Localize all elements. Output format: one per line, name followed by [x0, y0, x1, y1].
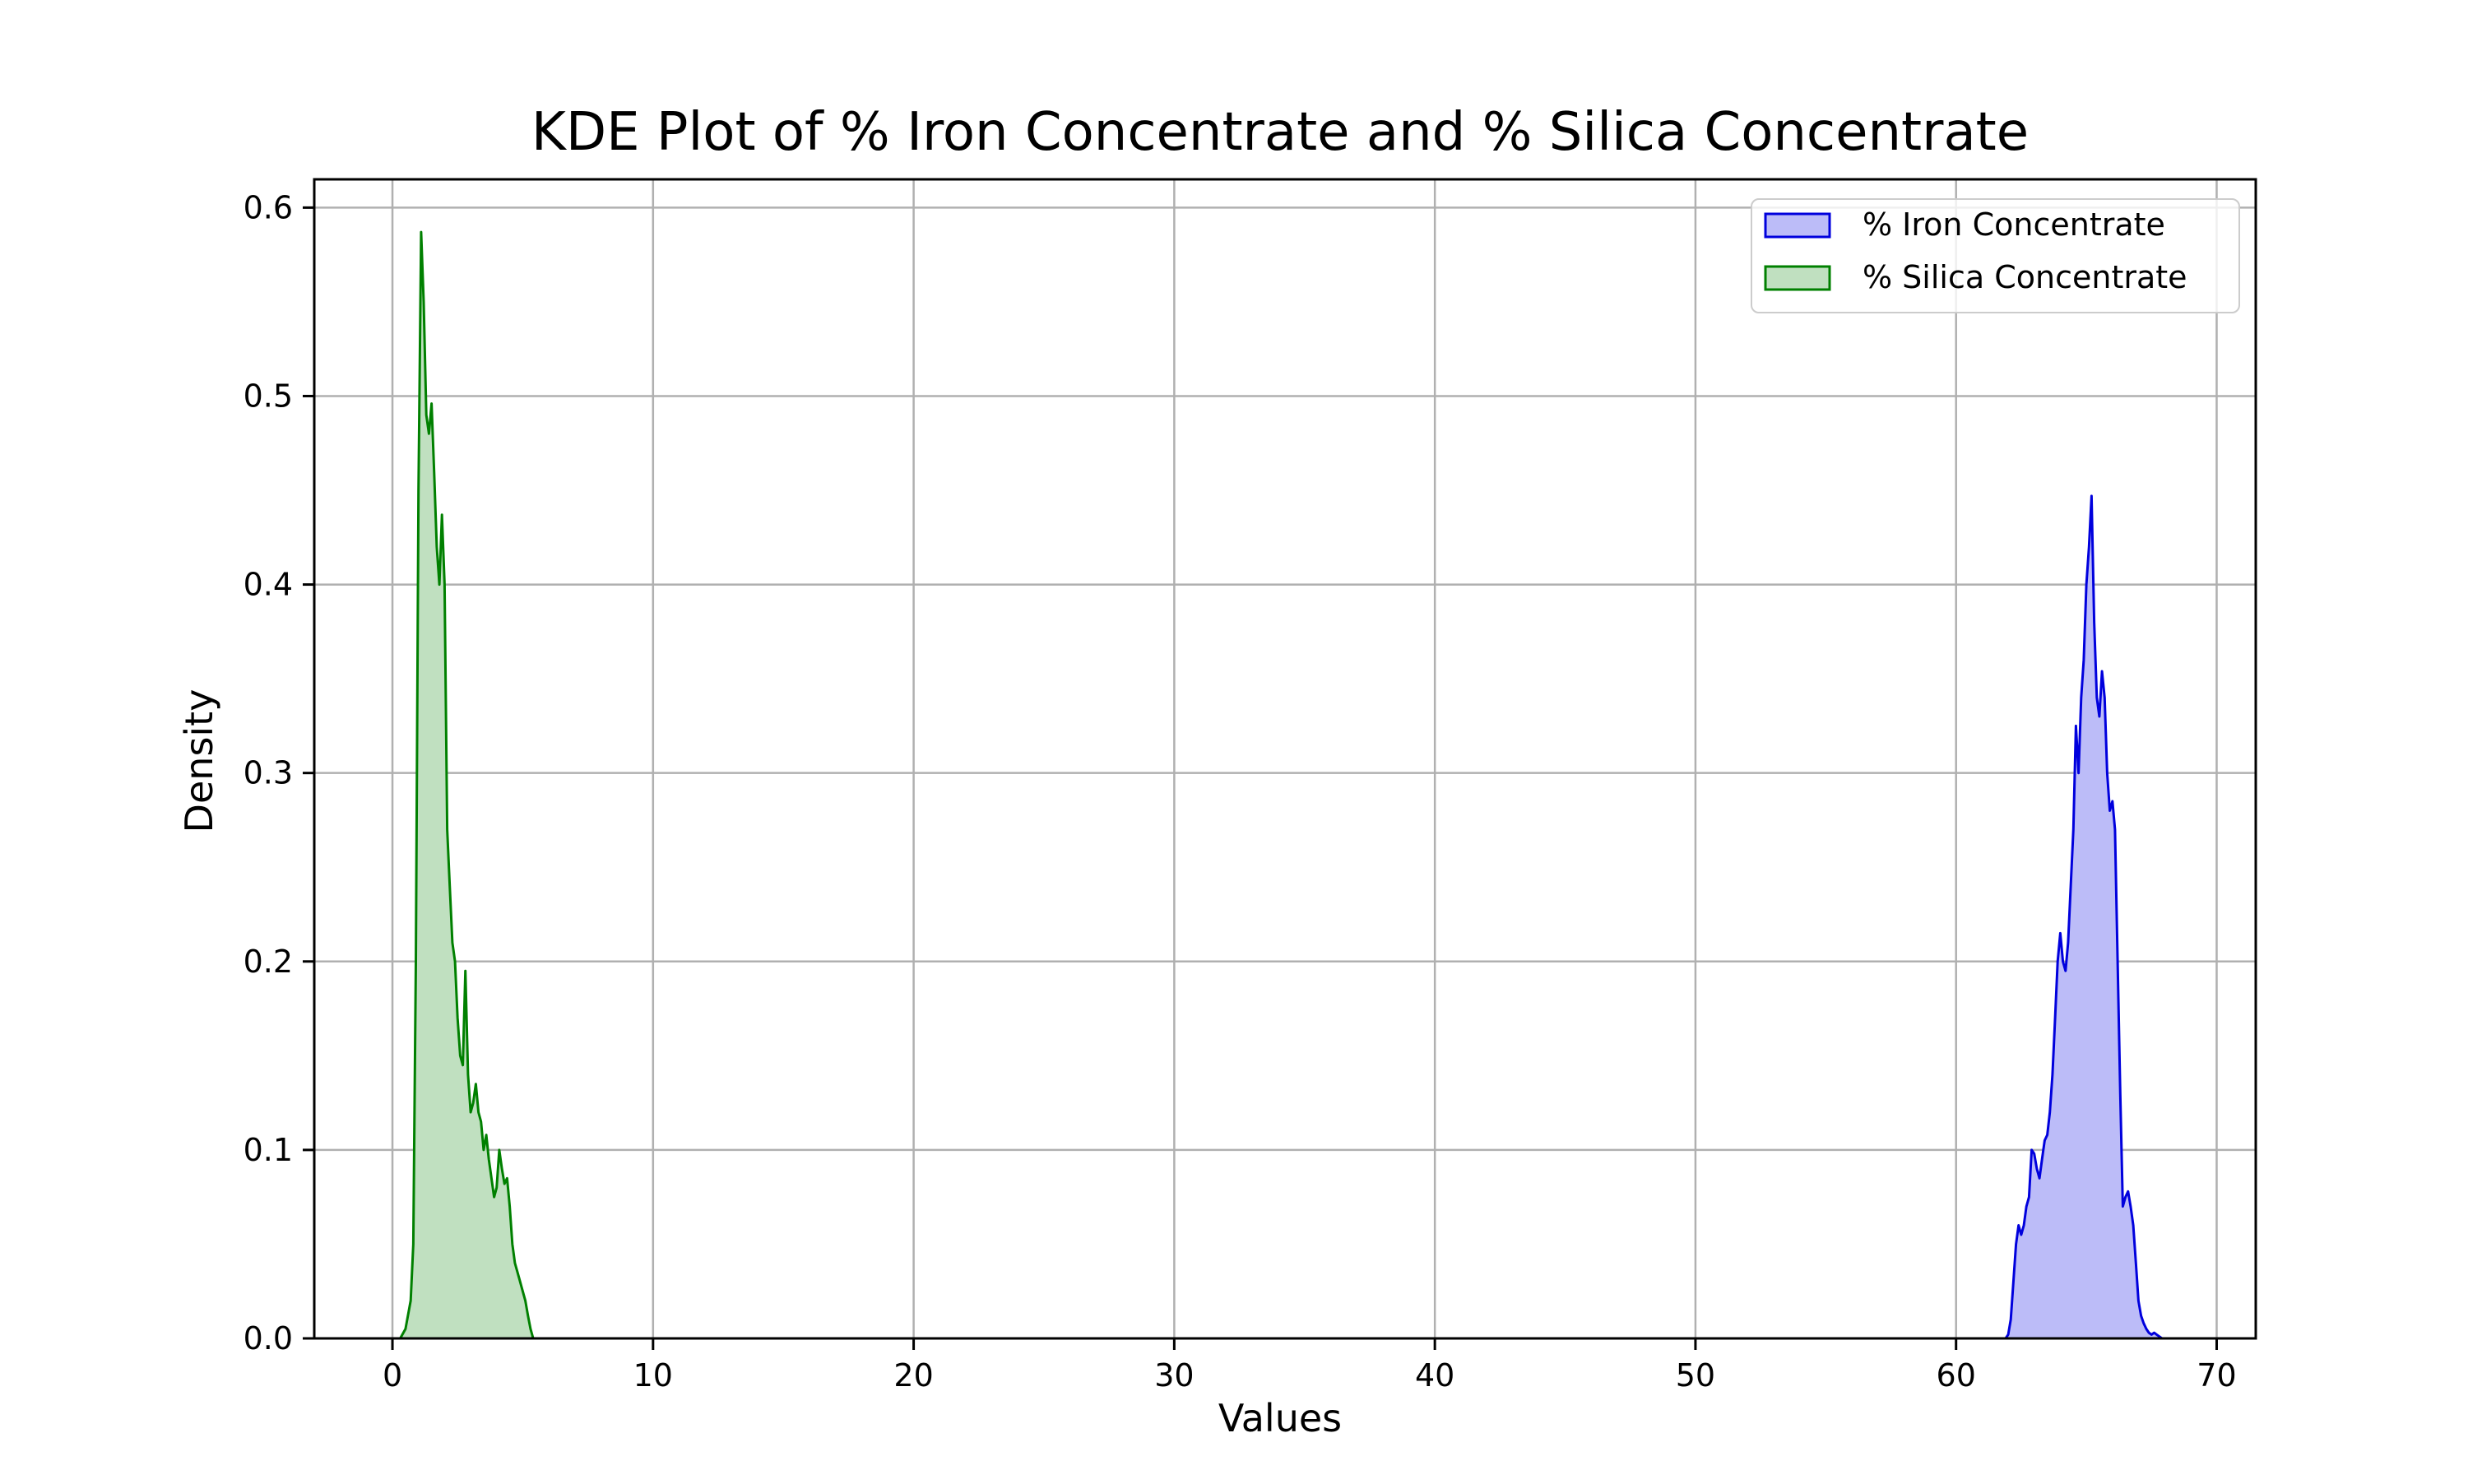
y-tick-label: 0.2 [244, 944, 293, 980]
series-line-1 [392, 230, 550, 1340]
legend-swatch-silica [1764, 265, 1831, 291]
legend-label-iron: % Iron Concentrate [1863, 206, 2165, 243]
legend-label-silica: % Silica Concentrate [1863, 259, 2187, 295]
series-area-1 [392, 232, 550, 1339]
y-tick-label: 0.4 [244, 567, 293, 603]
series-line-0 [2004, 494, 2168, 1340]
x-tick-label: 60 [1937, 1357, 1976, 1394]
chart-title: KDE Plot of % Iron Concentrate and % Sil… [531, 102, 2029, 163]
y-tick-label: 0.3 [244, 755, 293, 791]
legend: % Iron Concentrate % Silica Concentrate [1751, 198, 2240, 313]
x-tick-label: 20 [893, 1357, 933, 1394]
x-tick-label: 40 [1415, 1357, 1454, 1394]
legend-swatch-iron [1764, 212, 1831, 239]
series-layer [392, 230, 2168, 1340]
x-tick-label: 50 [1676, 1357, 1715, 1394]
x-tick-label: 10 [633, 1357, 673, 1394]
series-area-0 [2005, 495, 2168, 1338]
x-tick-label: 70 [2197, 1357, 2236, 1394]
x-tick-label: 30 [1154, 1357, 1194, 1394]
y-tick-label: 0.6 [244, 189, 293, 225]
axes [313, 178, 2257, 1340]
ticks: 0 10 20 30 40 50 60 70 0.0 0.1 0.2 0.3 0.4 0.5 0.6 [244, 189, 2237, 1394]
y-tick-label: 0.1 [244, 1132, 293, 1168]
x-tick-label: 0 [383, 1357, 402, 1394]
x-axis-label: Values [1218, 1396, 1342, 1440]
y-tick-label: 0.0 [244, 1320, 293, 1356]
legend-frame [1751, 198, 2240, 313]
plot-frame [313, 178, 2257, 1340]
y-tick-label: 0.5 [244, 378, 293, 414]
y-axis-label: Density [177, 689, 221, 833]
